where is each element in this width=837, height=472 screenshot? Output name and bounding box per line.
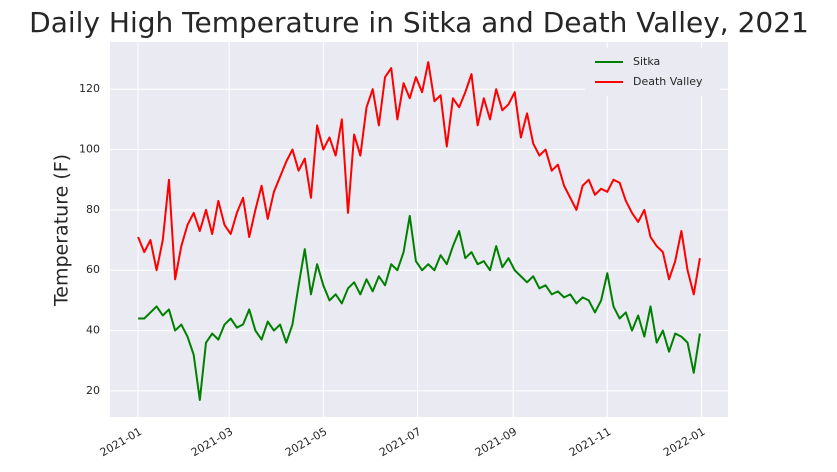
- x-tick-label: 2021-03: [189, 425, 235, 459]
- x-tick-label: 2021-01: [98, 425, 144, 459]
- legend-label: Death Valley: [633, 75, 703, 88]
- y-tick-label: 80: [86, 203, 100, 216]
- x-tick-label: 2022-01: [661, 425, 707, 459]
- x-tick-label: 2021-11: [567, 425, 613, 459]
- x-tick-label: 2021-09: [473, 425, 519, 459]
- data-line: [137, 61, 701, 296]
- y-tick-label: 60: [86, 263, 100, 276]
- legend: Sitka Death Valley: [585, 48, 720, 96]
- y-axis-label: Temperature (F): [51, 154, 73, 307]
- data-line: [138, 214, 701, 401]
- legend-box: [585, 48, 720, 96]
- y-tick-label: 100: [79, 143, 100, 156]
- y-tick-label: 20: [86, 384, 100, 397]
- plot-area: [110, 42, 728, 417]
- chart-title: Daily High Temperature in Sitka and Deat…: [29, 6, 809, 39]
- y-tick-label: 40: [86, 324, 100, 337]
- y-tick-label: 120: [79, 82, 100, 95]
- x-tick-label: 2021-05: [283, 425, 329, 459]
- x-tick-label: 2021-07: [377, 425, 423, 459]
- legend-label: Sitka: [633, 55, 660, 68]
